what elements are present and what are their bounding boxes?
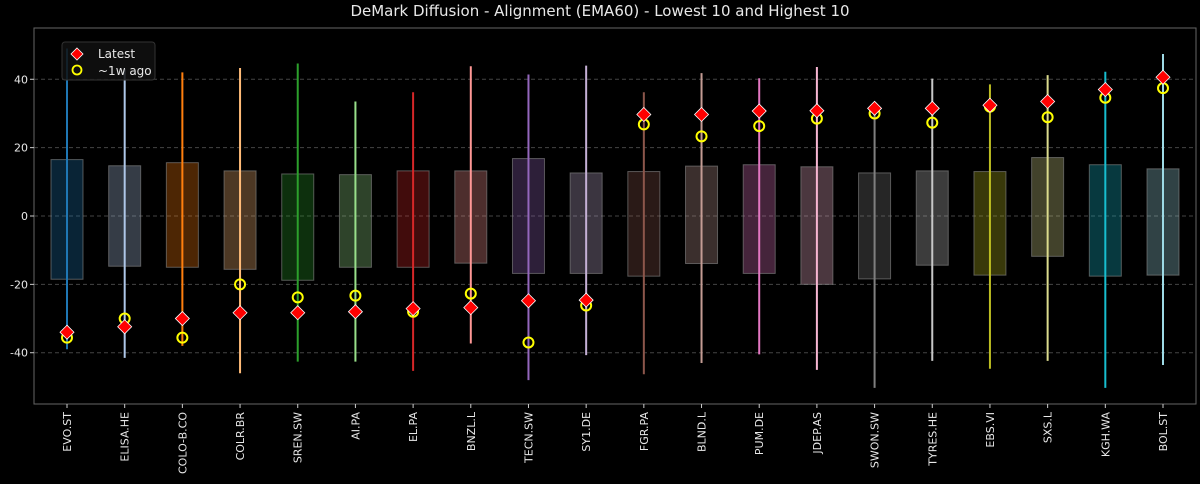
x-tick-label: ELISA.HE	[119, 412, 132, 462]
week-ago-marker	[464, 287, 477, 300]
x-tick-label: COLO-B.CO	[176, 412, 189, 474]
latest-marker	[751, 103, 767, 119]
legend-week-marker	[71, 64, 83, 76]
week-ago-marker	[926, 116, 939, 129]
y-ticks: -40 -20 0 20 40	[10, 73, 34, 360]
x-tick-label: BNZL.L	[465, 411, 478, 451]
x-tick-label: TYRES.HE	[926, 412, 939, 467]
latest-marker	[463, 300, 479, 316]
x-tick-label: EL.PA	[407, 412, 420, 443]
y-tick-label: 0	[21, 210, 28, 223]
x-tick-label: AI.PA	[349, 412, 362, 440]
week-ago-marker	[349, 289, 362, 302]
grid	[34, 78, 1196, 354]
x-tick-label: SY1.DE	[580, 412, 593, 452]
x-tick-label: JDEP.AS	[811, 412, 824, 455]
week-ago-marker	[695, 130, 708, 143]
x-tick-label: SWON.SW	[869, 412, 882, 468]
markers	[59, 69, 1171, 349]
x-tick-label: BLND.L	[696, 411, 709, 452]
x-tick-label: PUM.DE	[753, 412, 766, 455]
x-tick-label: TECN.SW	[522, 412, 535, 464]
latest-marker	[1040, 93, 1056, 110]
latest-marker	[174, 310, 190, 327]
latest-marker	[693, 106, 710, 123]
week-ago-marker	[234, 278, 247, 291]
y-tick-label: 20	[14, 142, 28, 155]
boxes	[50, 48, 1180, 388]
x-tick-label: FGR.PA	[638, 412, 651, 452]
x-tick-label: KGH.WA	[1099, 412, 1112, 458]
y-tick-label: -40	[10, 347, 28, 360]
latest-marker	[520, 293, 537, 309]
week-ago-marker	[291, 291, 304, 304]
latest-marker	[117, 319, 133, 335]
latest-marker	[59, 324, 75, 340]
week-ago-marker	[1041, 111, 1054, 124]
latest-marker	[867, 100, 883, 116]
legend-week-label: ~1w ago	[98, 64, 152, 78]
legend: Latest ~1w ago	[61, 41, 156, 81]
x-ticks: EVO.ST ELISA.HE COLO-B.CO COLR.BR SREN.SW AI.…	[61, 404, 1170, 474]
x-tick-label: SXS.L	[1042, 411, 1055, 443]
latest-marker	[924, 100, 940, 116]
latest-marker	[809, 103, 825, 119]
x-tick-label: COLR.BR	[234, 412, 247, 461]
chart-title: DeMark Diffusion - Alignment (EMA60) - L…	[350, 2, 849, 20]
y-tick-label: -20	[10, 278, 28, 291]
latest-marker	[290, 305, 306, 321]
y-tick-label: 40	[14, 73, 28, 86]
x-tick-label: EBS.VI	[984, 412, 997, 448]
latest-marker	[982, 97, 998, 113]
week-ago-marker	[176, 331, 189, 344]
x-tick-label: SREN.SW	[292, 412, 305, 463]
legend-latest-label: Latest	[98, 47, 135, 61]
x-tick-label: EVO.ST	[61, 412, 74, 452]
latest-marker	[347, 304, 363, 320]
week-ago-marker	[753, 120, 766, 133]
legend-box	[61, 41, 156, 81]
week-ago-marker	[522, 336, 535, 349]
x-tick-label: BOL.ST	[1157, 412, 1170, 452]
legend-latest-marker	[70, 47, 84, 61]
latest-marker	[636, 106, 652, 123]
latest-marker	[1155, 69, 1171, 85]
latest-marker	[405, 301, 421, 317]
latest-marker	[578, 292, 594, 308]
latest-marker	[1097, 81, 1113, 98]
latest-marker	[232, 305, 248, 321]
